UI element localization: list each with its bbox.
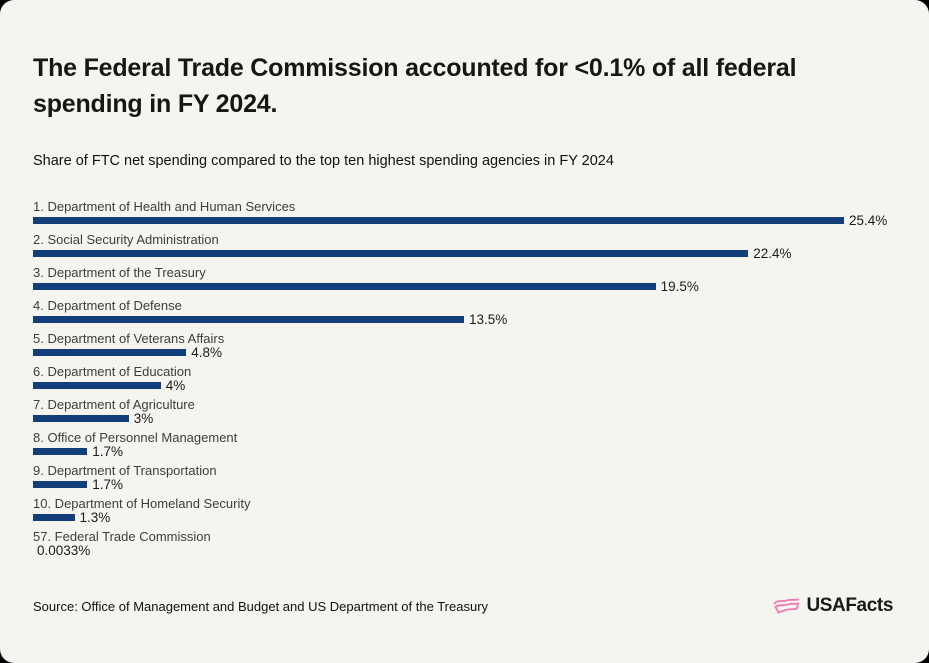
bar-track: 22.4%: [33, 247, 893, 260]
bar-category-label: 1. Department of Health and Human Servic…: [33, 199, 296, 214]
bar-value-label: 4.8%: [191, 345, 223, 360]
bar: [33, 514, 75, 521]
source-text: Source: Office of Management and Budget …: [33, 598, 489, 614]
bar-row: 10. Department of Homeland Security 1.3%: [33, 497, 893, 524]
bar-category-label: 3. Department of the Treasury: [33, 265, 206, 280]
bar: [33, 349, 187, 356]
bar-track: 13.5%: [33, 313, 893, 326]
bar-category-label: 5. Department of Veterans Affairs: [33, 331, 225, 346]
bar-track: 1.7%: [33, 478, 893, 491]
bar: [33, 316, 465, 323]
bar-track: 4%: [33, 379, 893, 392]
bar-track: 4.8%: [33, 346, 893, 359]
bar: [33, 217, 844, 224]
bar-value-label: 0.0033%: [37, 543, 91, 558]
bar-value-label: 4%: [165, 378, 186, 393]
bar-track: 0.0033%: [33, 543, 893, 558]
bar-value-label: 19.5%: [660, 279, 699, 294]
bar-row: 5. Department of Veterans Affairs 4.8%: [33, 332, 893, 359]
bar-value-label: 1.3%: [79, 510, 111, 525]
bar-track: 19.5%: [33, 280, 893, 293]
bar-track: 3%: [33, 412, 893, 425]
bar: [33, 250, 749, 257]
bar-row: 8. Office of Personnel Management 1.7%: [33, 431, 893, 458]
bar-row: 7. Department of Agriculture 3%: [33, 398, 893, 425]
bar-value-label: 1.7%: [92, 477, 124, 492]
bar-row: 4. Department of Defense 13.5%: [33, 299, 893, 326]
bar-row: 6. Department of Education 4%: [33, 365, 893, 392]
bar-category-label: 10. Department of Homeland Security: [33, 496, 251, 511]
bar-category-label: 4. Department of Defense: [33, 298, 182, 313]
bar-track: 1.3%: [33, 511, 893, 524]
bar-category-label: 8. Office of Personnel Management: [33, 430, 238, 445]
bar-value-label: 3%: [133, 411, 154, 426]
bar-value-label: 1.7%: [92, 444, 124, 459]
bar-category-label: 9. Department of Transportation: [33, 463, 217, 478]
bar: [33, 448, 88, 455]
chart-title: The Federal Trade Commission accounted f…: [33, 54, 797, 118]
bar-value-label: 25.4%: [849, 213, 888, 228]
bar-category-label: 7. Department of Agriculture: [33, 397, 195, 412]
usafacts-flag-icon: [773, 595, 800, 617]
bar-row: 1. Department of Health and Human Servic…: [33, 200, 893, 227]
chart-footer: Source: Office of Management and Budget …: [33, 595, 893, 617]
bar: [33, 283, 656, 290]
bar: [33, 382, 161, 389]
bar-track: 25.4%: [33, 214, 893, 227]
chart-subtitle: Share of FTC net spending compared to th…: [33, 153, 614, 169]
bar-value-label: 22.4%: [753, 246, 792, 261]
bar-category-label: 6. Department of Education: [33, 364, 192, 379]
bar: [33, 415, 129, 422]
bar: [33, 481, 88, 488]
bar-value-label: 13.5%: [469, 312, 508, 327]
bar-category-label: 57. Federal Trade Commission: [33, 529, 211, 544]
bar-track: 1.7%: [33, 445, 893, 458]
bar-row: 2. Social Security Administration 22.4%: [33, 233, 893, 260]
bar-category-label: 2. Social Security Administration: [33, 232, 219, 247]
bar-row: 57. Federal Trade Commission 0.0033%: [33, 529, 893, 558]
bar-row: 3. Department of the Treasury 19.5%: [33, 266, 893, 293]
bar-chart: 1. Department of Health and Human Servic…: [33, 200, 893, 557]
usafacts-wordmark: USAFacts: [806, 595, 893, 616]
usafacts-logo: USAFacts: [773, 595, 893, 617]
bar-row: 9. Department of Transportation 1.7%: [33, 464, 893, 491]
